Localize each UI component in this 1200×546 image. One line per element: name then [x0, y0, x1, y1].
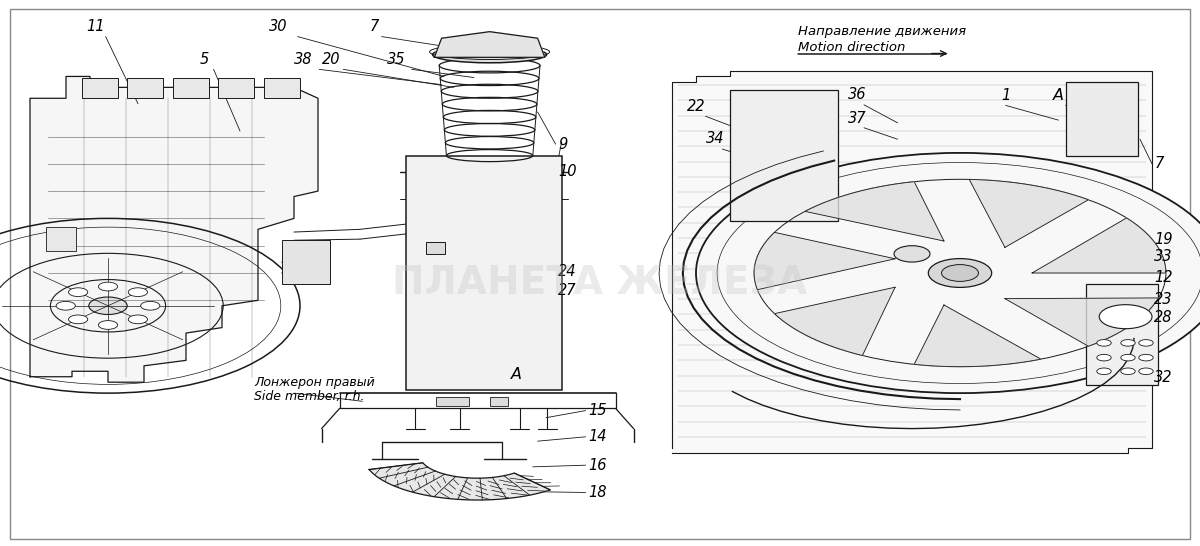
Polygon shape: [672, 71, 1152, 453]
Bar: [406, 156, 562, 390]
Text: 18: 18: [588, 485, 606, 500]
Bar: [46, 227, 76, 251]
Circle shape: [1097, 340, 1111, 346]
Text: Лонжерон правый: Лонжерон правый: [254, 376, 376, 389]
Text: 28: 28: [1154, 310, 1172, 325]
Text: 35: 35: [386, 52, 406, 67]
Bar: [426, 242, 445, 254]
Circle shape: [68, 288, 88, 296]
Text: 14: 14: [588, 429, 606, 444]
Polygon shape: [805, 182, 944, 241]
Text: 30: 30: [269, 19, 288, 34]
Circle shape: [894, 246, 930, 262]
Text: 27: 27: [558, 283, 576, 298]
Ellipse shape: [433, 46, 547, 63]
Circle shape: [942, 265, 978, 281]
Text: 20: 20: [322, 52, 341, 67]
Circle shape: [89, 297, 127, 314]
Text: ПЛАНЕТА ЖЕЛЕЗА: ПЛАНЕТА ЖЕЛЕЗА: [392, 265, 808, 303]
Text: Motion direction: Motion direction: [798, 41, 905, 55]
Circle shape: [1139, 340, 1153, 346]
Polygon shape: [1032, 218, 1166, 273]
Circle shape: [696, 153, 1200, 393]
Bar: [127, 78, 163, 98]
Text: 11: 11: [86, 19, 106, 34]
Polygon shape: [30, 76, 318, 382]
Bar: [436, 397, 469, 406]
Circle shape: [128, 315, 148, 324]
Circle shape: [1097, 368, 1111, 375]
Text: 34: 34: [706, 132, 725, 146]
Bar: [282, 240, 330, 284]
Polygon shape: [370, 463, 551, 500]
Text: 7: 7: [1154, 156, 1164, 171]
Polygon shape: [434, 32, 545, 57]
Bar: [490, 397, 508, 406]
Text: Side member, r.h.: Side member, r.h.: [254, 390, 365, 403]
Circle shape: [1121, 340, 1135, 346]
Text: 36: 36: [847, 87, 866, 102]
Polygon shape: [914, 305, 1040, 367]
Bar: [730, 90, 838, 221]
Bar: [173, 78, 209, 98]
Text: 9: 9: [558, 136, 568, 152]
Circle shape: [1121, 354, 1135, 361]
Circle shape: [128, 288, 148, 296]
Polygon shape: [754, 233, 895, 290]
Text: 24: 24: [558, 264, 576, 280]
Text: 32: 32: [1154, 370, 1172, 385]
Circle shape: [1139, 368, 1153, 375]
Polygon shape: [774, 287, 895, 355]
Text: 19: 19: [1154, 232, 1172, 247]
Text: 33: 33: [1154, 249, 1172, 264]
Circle shape: [98, 282, 118, 291]
Circle shape: [68, 315, 88, 324]
Text: 38: 38: [294, 52, 313, 67]
Circle shape: [929, 259, 991, 287]
Text: 16: 16: [588, 458, 606, 473]
Circle shape: [140, 301, 160, 310]
Text: 12: 12: [1154, 270, 1172, 285]
Text: 5: 5: [199, 52, 209, 67]
Circle shape: [1121, 368, 1135, 375]
Bar: [1086, 284, 1158, 385]
Text: 23: 23: [1154, 292, 1172, 307]
Circle shape: [98, 321, 118, 329]
Text: 37: 37: [847, 111, 866, 126]
Polygon shape: [970, 180, 1088, 247]
Text: 22: 22: [686, 99, 706, 114]
Bar: [82, 78, 118, 98]
Text: A: A: [1052, 88, 1064, 103]
Bar: [264, 78, 300, 98]
Circle shape: [56, 301, 76, 310]
Circle shape: [1097, 354, 1111, 361]
Polygon shape: [1004, 298, 1158, 346]
Text: Направление движения: Направление движения: [798, 25, 966, 38]
Circle shape: [1139, 354, 1153, 361]
Circle shape: [1099, 305, 1152, 329]
Text: 15: 15: [588, 403, 606, 418]
Text: A: A: [510, 367, 522, 382]
Bar: [1066, 82, 1138, 156]
Text: 1: 1: [1001, 88, 1010, 103]
Bar: [218, 78, 254, 98]
Text: 10: 10: [558, 164, 576, 180]
Text: 7: 7: [370, 19, 379, 34]
